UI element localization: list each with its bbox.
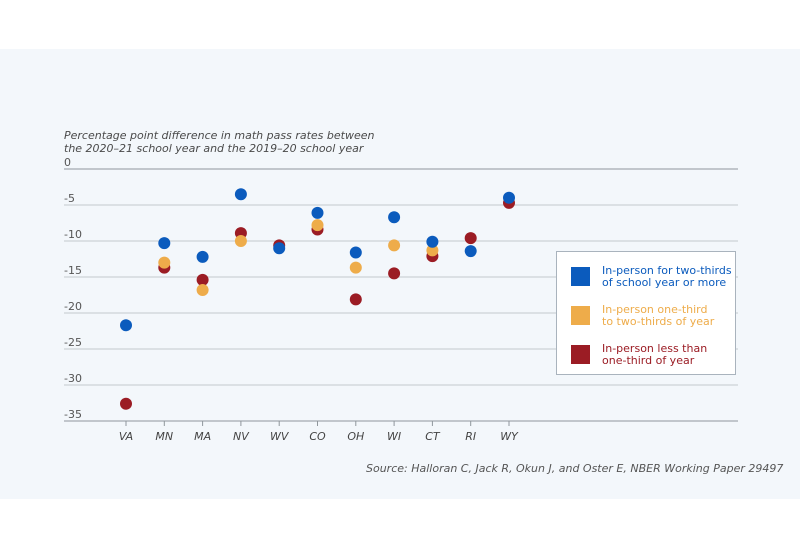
legend: In-person for two-thirds of school year …	[556, 251, 736, 375]
legend-label-line: one-third of year	[602, 354, 695, 367]
legend-swatch-red	[571, 345, 590, 364]
y-axis-label: Percentage point difference in math pass…	[64, 129, 384, 155]
data-point	[234, 188, 247, 201]
legend-label-line: In-person one-third	[602, 303, 708, 316]
legend-swatch-yellow	[571, 306, 590, 325]
y-tick-label: -5	[64, 192, 75, 205]
y-tick-label: -15	[64, 264, 82, 277]
data-point	[464, 245, 477, 258]
x-tick-label: WV	[270, 430, 290, 443]
legend-item-one-third-to-two-thirds: In-person one-third to two-thirds of yea…	[571, 304, 732, 328]
data-point	[196, 283, 209, 296]
data-point	[349, 293, 362, 306]
data-point	[120, 319, 132, 332]
y-tick-label: 0	[64, 156, 71, 169]
x-tick-label: OH	[347, 430, 364, 443]
data-point	[349, 246, 362, 259]
data-point	[388, 267, 401, 280]
y-axis-label-line-1: Percentage point difference in math pass…	[64, 129, 375, 142]
y-tick-labels: 0 -5 -10 -15 -20 -25 -30 -35	[64, 156, 82, 421]
data-point	[158, 237, 171, 250]
legend-item-less-than-one-third: In-person less than one-third of year	[571, 343, 732, 367]
x-tick-label: NV	[233, 430, 250, 443]
x-tick-label: CT	[425, 430, 441, 443]
data-point	[196, 273, 209, 286]
y-tick-label: -10	[64, 228, 82, 241]
x-tick-label: WI	[387, 430, 401, 443]
data-point	[388, 239, 401, 252]
data-point	[503, 191, 515, 204]
data-points	[120, 188, 515, 410]
data-point	[234, 235, 247, 247]
source-note: Source: Halloran C, Jack R, Okun J, and …	[366, 462, 784, 475]
legend-swatch-blue	[571, 267, 590, 286]
legend-label-line: In-person less than	[602, 342, 708, 355]
legend-label-line: In-person for two-thirds	[602, 264, 732, 277]
data-point	[388, 211, 401, 224]
data-point	[196, 250, 209, 263]
x-tick-label: CO	[309, 430, 326, 443]
x-tick-label: WY	[500, 430, 519, 443]
data-point	[349, 261, 362, 274]
x-axis: VA MN MA NV WV CO OH WI CT RI WY	[119, 421, 519, 443]
y-axis-label-line-2: the 2020–21 school year and the 2019–20 …	[64, 142, 364, 155]
x-tick-label: RI	[465, 430, 476, 443]
y-tick-label: -25	[64, 336, 82, 349]
x-tick-label: MN	[155, 430, 173, 443]
data-point	[464, 232, 477, 245]
data-point	[273, 242, 286, 255]
x-tick-label: VA	[119, 430, 133, 443]
legend-item-two-thirds-or-more: In-person for two-thirds of school year …	[571, 265, 732, 289]
data-point	[311, 219, 324, 232]
data-point	[120, 397, 132, 410]
y-tick-label: -30	[64, 372, 82, 385]
data-point	[311, 206, 324, 219]
legend-label-line: to two-thirds of year	[602, 315, 715, 328]
data-point	[426, 235, 439, 248]
data-point	[426, 244, 439, 257]
legend-label-line: of school year or more	[602, 276, 727, 289]
y-tick-label: -20	[64, 300, 82, 313]
data-point	[158, 256, 171, 269]
y-tick-label: -35	[64, 408, 82, 421]
x-tick-label: MA	[194, 430, 211, 443]
